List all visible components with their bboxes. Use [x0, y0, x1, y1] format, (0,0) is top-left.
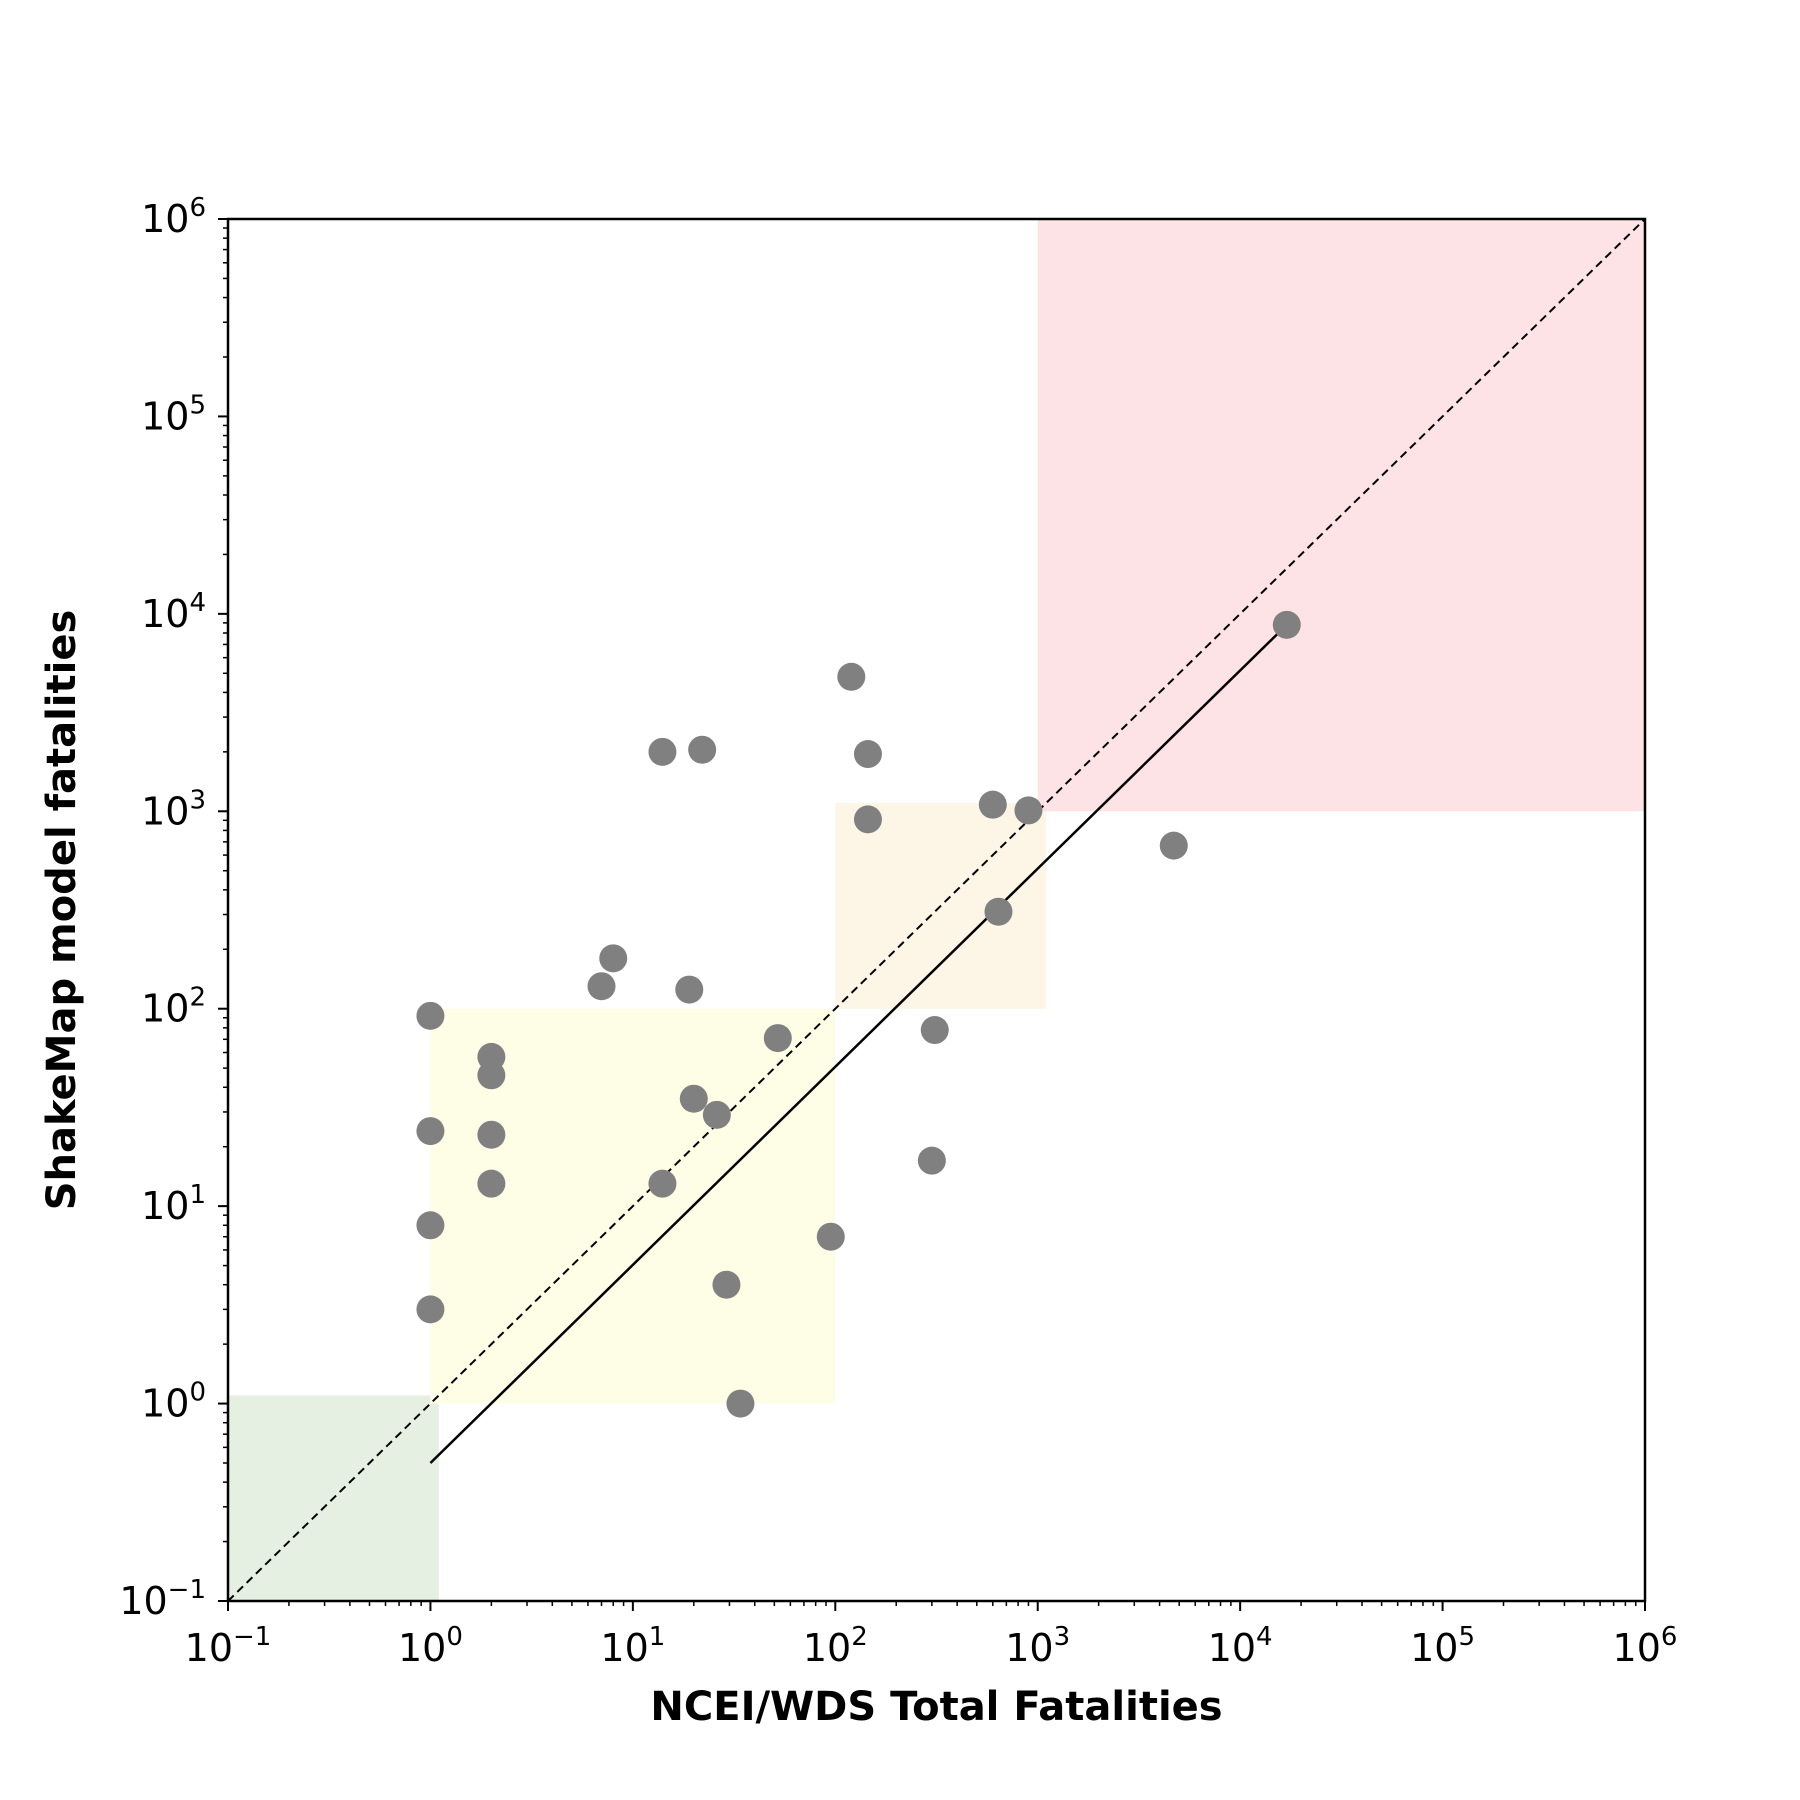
x-tick-label: 10−1: [185, 1622, 272, 1670]
data-point: [416, 1295, 445, 1324]
data-point: [917, 1146, 946, 1175]
data-point: [984, 897, 1013, 926]
data-point: [1014, 796, 1043, 825]
data-point: [587, 972, 616, 1001]
data-point: [477, 1120, 506, 1149]
reference-line-group: [227, 218, 1646, 1602]
data-point: [920, 1016, 949, 1045]
x-tick-label: 103: [1005, 1622, 1070, 1670]
y-tick-label: 100: [141, 1378, 206, 1426]
data-point: [648, 1169, 677, 1198]
x-tick-label: 104: [1208, 1622, 1273, 1670]
data-point: [763, 1024, 792, 1053]
x-tick-label: 105: [1410, 1622, 1475, 1670]
y-tick-label: 10−1: [119, 1575, 206, 1623]
x-tick-label: 101: [600, 1622, 665, 1670]
data-point: [978, 790, 1007, 819]
data-point: [1159, 831, 1188, 860]
x-tick-label: 100: [398, 1622, 463, 1670]
data-point: [675, 975, 704, 1004]
x-tick-label: 102: [803, 1622, 868, 1670]
y-tick-label: 104: [141, 588, 206, 636]
y-axis-label: ShakeMap model fatalities: [39, 610, 85, 1211]
plot-frame: [226, 217, 1647, 1603]
data-point: [853, 805, 882, 834]
data-points: [416, 610, 1301, 1418]
data-point: [816, 1222, 845, 1251]
data-point: [853, 740, 882, 769]
data-point: [712, 1270, 741, 1299]
data-point: [416, 1001, 445, 1030]
x-axis-ticks: 10−1 100 101 102 103 104 105 106: [185, 1601, 1678, 1670]
data-point: [648, 737, 677, 766]
data-point: [599, 944, 628, 973]
y-axis-ticks: 10−1 100 101 102 103 104 105 106: [119, 193, 228, 1623]
data-point: [477, 1169, 506, 1198]
y-tick-label: 105: [141, 390, 206, 438]
data-point: [679, 1084, 708, 1113]
data-point: [416, 1211, 445, 1240]
data-point: [477, 1061, 506, 1090]
data-point: [688, 735, 717, 764]
y-tick-label: 102: [141, 983, 206, 1031]
fit-line: [429, 623, 1288, 1464]
y-tick-label: 106: [141, 193, 206, 241]
fit-line-group: [429, 623, 1288, 1464]
data-point: [416, 1117, 445, 1146]
x-tick-label: 106: [1613, 1622, 1678, 1670]
data-point: [1272, 610, 1301, 639]
x-axis-label: NCEI/WDS Total Fatalities: [650, 1684, 1222, 1730]
y-tick-label: 103: [141, 785, 206, 833]
data-point: [702, 1100, 731, 1129]
data-point: [837, 662, 866, 691]
one-to-one-line: [227, 218, 1646, 1602]
data-point: [726, 1389, 755, 1418]
y-tick-label: 101: [141, 1180, 206, 1228]
